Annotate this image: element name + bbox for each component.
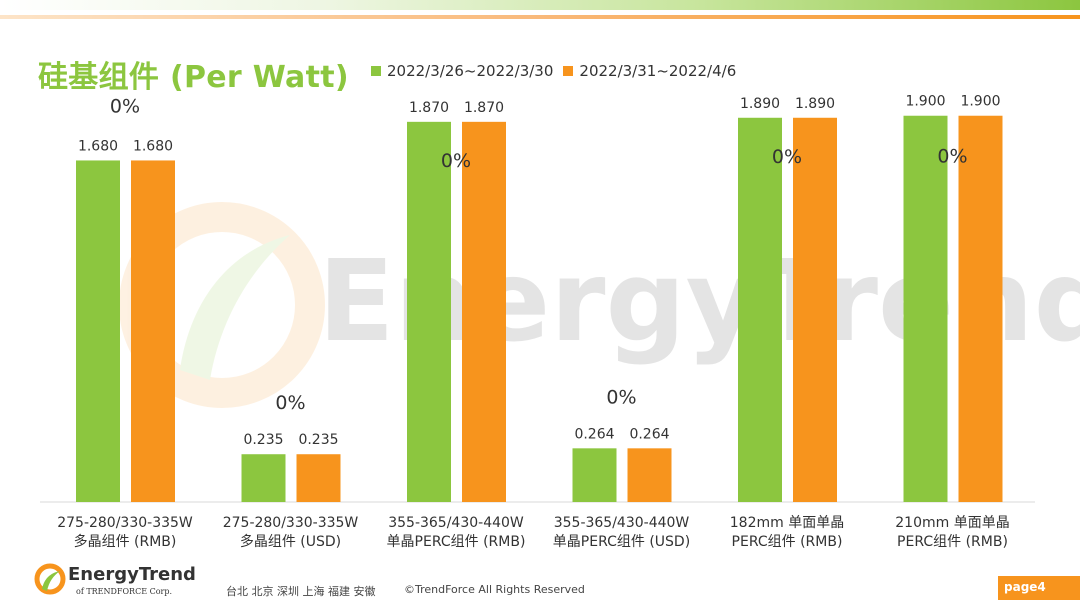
data-label-series-1-cat-5: 1.890 xyxy=(740,96,780,112)
change-label-cat-1: 0% xyxy=(110,95,140,117)
top-orange-line xyxy=(0,15,1080,19)
chart-legend: 2022/3/26~2022/3/30 2022/3/31~2022/4/6 xyxy=(371,62,746,80)
data-label-series-1-cat-4: 0.264 xyxy=(574,426,614,442)
change-label-cat-4: 0% xyxy=(606,386,636,408)
legend-label-series-1: 2022/3/26~2022/3/30 xyxy=(387,62,554,80)
category-label-2-line-2: 多晶组件 (USD) xyxy=(240,533,341,550)
category-label-1-line-1: 275-280/330-335W xyxy=(57,515,193,531)
page-number-box: page4 xyxy=(998,576,1080,600)
category-label-3-line-2: 单晶PERC组件 (RMB) xyxy=(387,534,526,550)
category-label-5-line-2: PERC组件 (RMB) xyxy=(732,534,843,550)
bar-series-1-cat-3 xyxy=(407,121,451,502)
category-label-4-line-2: 单晶PERC组件 (USD) xyxy=(553,534,690,550)
top-gradient-bar xyxy=(0,0,1080,10)
data-label-series-2-cat-3: 1.870 xyxy=(464,100,504,116)
bar-series-1-cat-1 xyxy=(76,160,120,502)
change-label-cat-3: 0% xyxy=(441,150,471,172)
bar-series-2-cat-1 xyxy=(131,160,175,502)
change-label-cat-2: 0% xyxy=(275,392,305,414)
logo-subtitle: of TRENDFORCE Corp. xyxy=(76,587,172,596)
data-label-series-2-cat-4: 0.264 xyxy=(629,426,669,442)
bar-series-2-cat-2 xyxy=(296,454,341,502)
footer-cities: 台北 北京 深圳 上海 福建 安徽 xyxy=(226,585,376,598)
category-label-5-line-1: 182mm 单面单晶 xyxy=(730,515,844,531)
legend-item-series-1: 2022/3/26~2022/3/30 xyxy=(371,62,553,80)
change-label-cat-6: 0% xyxy=(937,146,967,168)
bar-series-2-cat-6 xyxy=(958,115,1003,502)
footer-copyright: ©TrendForce All Rights Reserved xyxy=(404,583,585,596)
bar-series-2-cat-4 xyxy=(627,448,672,502)
category-label-2-line-1: 275-280/330-335W xyxy=(223,515,359,531)
legend-swatch-orange xyxy=(563,66,574,76)
data-label-series-2-cat-1: 1.680 xyxy=(133,138,173,154)
logo-icon xyxy=(34,563,66,595)
bar-series-1-cat-2 xyxy=(241,454,286,502)
change-label-cat-5: 0% xyxy=(772,146,802,168)
legend-item-series-2: 2022/3/31~2022/4/6 xyxy=(563,62,736,80)
data-label-series-1-cat-1: 1.680 xyxy=(78,138,118,154)
page-title: 硅基组件 (Per Watt) xyxy=(38,60,349,95)
data-label-series-1-cat-2: 0.235 xyxy=(243,432,283,448)
category-label-1-line-2: 多晶组件 (RMB) xyxy=(74,533,177,550)
data-label-series-2-cat-6: 1.900 xyxy=(960,94,1000,110)
data-label-series-2-cat-2: 0.235 xyxy=(298,432,338,448)
bar-series-1-cat-4 xyxy=(572,448,617,502)
category-label-6-line-2: PERC组件 (RMB) xyxy=(897,534,1008,550)
bar-series-2-cat-3 xyxy=(462,121,506,502)
category-label-6-line-1: 210mm 单面单晶 xyxy=(895,515,1009,531)
energytrend-logo: EnergyTrend of TRENDFORCE Corp. xyxy=(33,560,196,602)
page-number: page4 xyxy=(1004,580,1046,594)
data-label-series-2-cat-5: 1.890 xyxy=(795,96,835,112)
bar-series-1-cat-6 xyxy=(903,115,948,502)
logo-name: EnergyTrend xyxy=(68,564,196,585)
bar-series-2-cat-5 xyxy=(793,117,837,502)
data-label-series-1-cat-6: 1.900 xyxy=(905,94,945,110)
category-label-3-line-1: 355-365/430-440W xyxy=(388,515,524,531)
legend-swatch-green xyxy=(371,66,381,76)
data-label-series-1-cat-3: 1.870 xyxy=(409,100,449,116)
bar-series-1-cat-5 xyxy=(738,117,782,502)
legend-label-series-2: 2022/3/31~2022/4/6 xyxy=(579,62,737,80)
category-label-4-line-1: 355-365/430-440W xyxy=(554,515,690,531)
